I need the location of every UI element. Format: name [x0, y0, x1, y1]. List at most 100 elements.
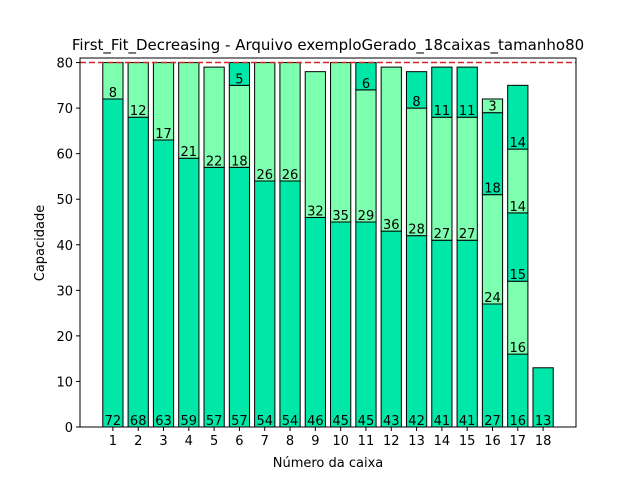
bar-value-label: 14 [510, 200, 527, 215]
bar-value-label: 59 [181, 414, 198, 429]
bar-segment [405, 107, 428, 237]
bar-value-label: 29 [358, 209, 375, 224]
bar-value-label: 18 [484, 182, 501, 197]
y-tick-label: 50 [56, 193, 73, 208]
x-tick-label: 9 [311, 434, 319, 449]
bar-value-label: 16 [510, 341, 527, 356]
y-tick-label: 30 [56, 284, 73, 299]
bar-value-label: 11 [459, 104, 476, 119]
bar-segment [228, 62, 251, 86]
y-tick-label: 10 [56, 375, 73, 390]
y-tick-label: 20 [56, 330, 73, 345]
x-tick-label: 18 [535, 434, 552, 449]
x-tick-label: 13 [408, 434, 425, 449]
x-tick-label: 17 [510, 434, 527, 449]
bar-value-label: 21 [181, 145, 198, 160]
plot-frame [79, 57, 577, 428]
bar-segment [254, 62, 276, 182]
bar-value-label: 54 [256, 414, 273, 429]
bar-value-label: 57 [231, 414, 248, 429]
bar-segment [481, 303, 504, 428]
bar-segment [228, 166, 251, 428]
bar-value-label: 3 [488, 100, 496, 115]
bar-segment [203, 66, 225, 168]
bar-segment [405, 71, 428, 109]
bar-segment [456, 239, 478, 428]
y-tick-label: 0 [65, 421, 73, 436]
x-tick-label: 5 [210, 434, 218, 449]
bar-value-label: 26 [256, 168, 273, 183]
x-tick-label: 2 [134, 434, 142, 449]
bar-segment [456, 116, 478, 241]
x-tick-label: 14 [434, 434, 451, 449]
bar-value-label: 17 [155, 127, 172, 142]
bar-value-label: 43 [383, 414, 400, 429]
bar-value-label: 46 [307, 414, 324, 429]
bar-value-label: 24 [484, 291, 501, 306]
bar-value-label: 57 [206, 414, 223, 429]
bar-segment [481, 194, 504, 305]
bar-segment [330, 221, 352, 428]
x-tick-label: 4 [185, 434, 193, 449]
bar-value-label: 6 [362, 77, 370, 92]
bar-value-label: 27 [484, 414, 501, 429]
chart-title: First_Fit_Decreasing - Arquivo exemploGe… [72, 36, 584, 55]
bar-segment [431, 239, 453, 428]
bar-value-label: 54 [282, 414, 299, 429]
bar-segment [127, 116, 149, 428]
y-tick-label: 40 [56, 239, 73, 254]
bar-value-label: 28 [408, 223, 425, 238]
bar-segment [304, 71, 326, 218]
x-tick-label: 6 [235, 434, 243, 449]
bar-value-label: 5 [235, 72, 243, 87]
bar-segment [456, 66, 478, 118]
bar-segment [405, 235, 428, 428]
bar-segment [431, 116, 453, 241]
x-tick-label: 7 [261, 434, 269, 449]
bar-segment [203, 166, 225, 428]
bar-value-label: 26 [282, 168, 299, 183]
bar-value-label: 8 [412, 95, 420, 110]
bar-value-label: 72 [105, 414, 122, 429]
x-tick-label: 15 [459, 434, 476, 449]
x-tick-label: 12 [383, 434, 400, 449]
x-axis-label: Número da caixa [273, 456, 384, 471]
bar-value-label: 41 [434, 414, 451, 429]
bar-value-label: 8 [109, 86, 117, 101]
bar-segment [431, 66, 453, 118]
bar-value-label: 12 [130, 104, 147, 119]
bar-segment [304, 216, 326, 428]
bar-value-label: 32 [307, 204, 324, 219]
bar-segment [355, 62, 377, 91]
bar-value-label: 14 [510, 136, 527, 151]
y-tick-label: 80 [56, 57, 73, 72]
bar-segment [355, 89, 377, 223]
bar-value-label: 45 [332, 414, 349, 429]
bar-value-label: 45 [358, 414, 375, 429]
y-axis-label: Capacidade [33, 205, 48, 282]
bar-value-label: 68 [130, 414, 147, 429]
x-tick-label: 3 [159, 434, 167, 449]
bar-segment [178, 157, 200, 428]
bar-value-label: 16 [510, 414, 527, 429]
x-tick-label: 10 [332, 434, 349, 449]
x-tick-label: 16 [484, 434, 501, 449]
y-tick-label: 60 [56, 148, 73, 163]
bar-value-label: 11 [434, 104, 451, 119]
bar-segment [380, 66, 402, 232]
bar-value-label: 22 [206, 154, 223, 169]
bar-segment [355, 221, 377, 428]
bar-segment [481, 98, 504, 114]
x-tick-label: 1 [109, 434, 117, 449]
bar-value-label: 36 [383, 218, 400, 233]
bar-segment [254, 180, 276, 428]
bar-segment [279, 180, 301, 428]
bar-value-label: 27 [459, 227, 476, 242]
bar-value-label: 27 [434, 227, 451, 242]
bar-segment [380, 230, 402, 428]
bar-segment [330, 62, 352, 223]
bar-segment [178, 62, 200, 159]
bar-segment [507, 84, 529, 150]
bar-segment [102, 98, 124, 428]
